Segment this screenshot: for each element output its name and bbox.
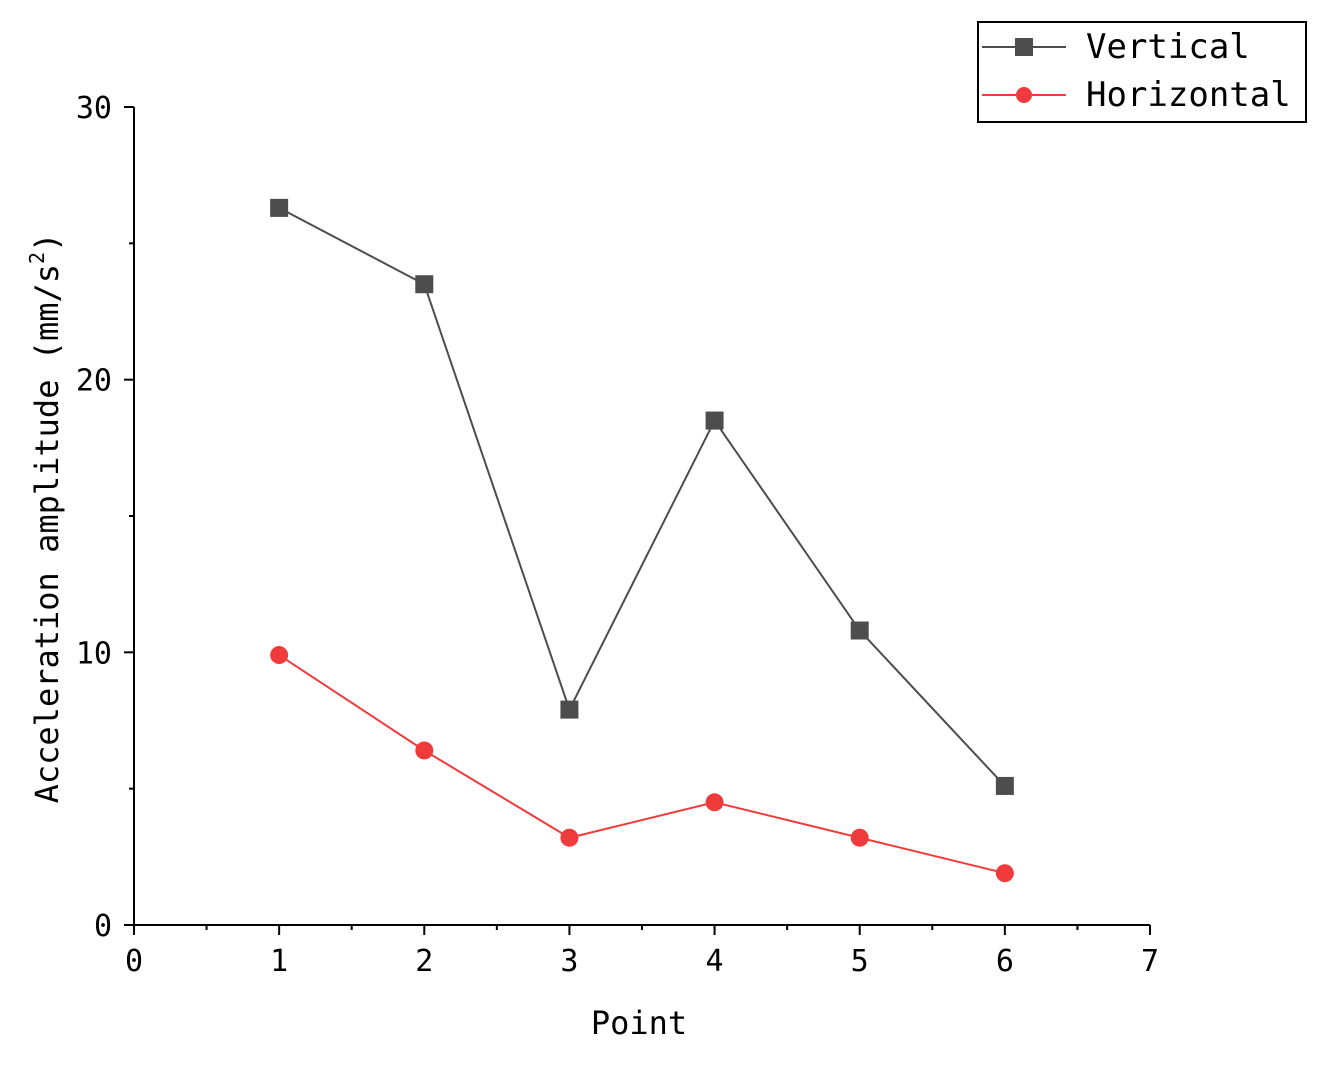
legend-marker-horizontal <box>1016 87 1032 103</box>
x-tick-label: 2 <box>415 944 433 979</box>
data-point-vertical <box>270 198 289 217</box>
data-point-horizontal <box>560 828 579 847</box>
y-tick-label: 20 <box>76 364 112 399</box>
y-tick-label: 30 <box>76 91 112 126</box>
data-point-vertical <box>415 275 434 294</box>
y-axis-title-main: Acceleration amplitude (mm/s <box>28 264 66 803</box>
axes: 0 1 2 3 4 5 6 7 0 10 20 30 <box>76 91 1159 979</box>
legend-label-horizontal: Horizontal <box>1086 75 1291 115</box>
data-point-horizontal <box>705 793 724 812</box>
legend: Vertical Horizontal <box>977 21 1307 123</box>
x-tick-label: 4 <box>706 944 724 979</box>
data-point-vertical <box>850 621 869 640</box>
data-point-vertical <box>995 776 1014 795</box>
y-tick-label: 10 <box>76 636 112 671</box>
data-point-horizontal <box>415 741 434 760</box>
y-axis-title: Acceleration amplitude (mm/s2) <box>25 233 66 804</box>
data-point-horizontal <box>850 828 869 847</box>
data-point-horizontal <box>270 646 289 665</box>
x-tick-label: 1 <box>270 944 288 979</box>
x-tick-label: 7 <box>1141 944 1159 979</box>
data-point-horizontal <box>995 864 1014 883</box>
series-line-vertical <box>278 207 1006 787</box>
legend-label-vertical: Vertical <box>1086 27 1250 67</box>
series-line-horizontal <box>278 654 1006 875</box>
x-axis-title: Point <box>591 1004 687 1042</box>
y-axis-title-suffix: ) <box>28 233 66 252</box>
x-tick-label: 6 <box>996 944 1014 979</box>
y-axis-title-superscript: 2 <box>25 252 49 264</box>
x-tick-label: 5 <box>851 944 869 979</box>
y-tick-label: 0 <box>94 909 112 944</box>
plot-area <box>270 198 1014 883</box>
data-point-vertical <box>560 700 579 719</box>
legend-marker-vertical <box>1015 38 1033 56</box>
x-tick-label: 0 <box>125 944 143 979</box>
x-tick-label: 3 <box>560 944 578 979</box>
data-point-vertical <box>705 411 724 430</box>
